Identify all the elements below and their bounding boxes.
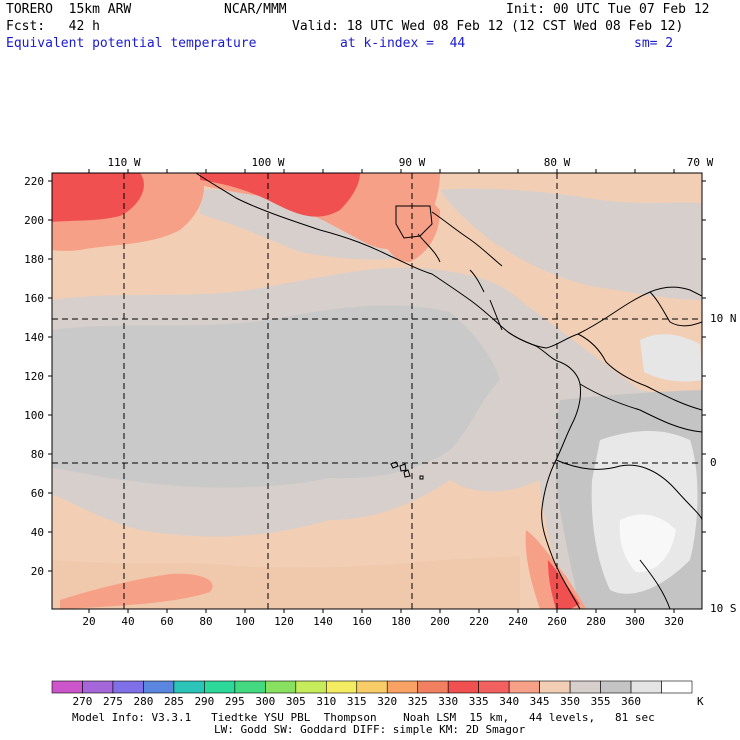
colorbar-label: 340 [499,695,520,708]
y-label: 120 [24,370,44,383]
colorbar-label: 325 [407,695,428,708]
x-label: 120 [274,615,294,628]
x-label: 240 [508,615,528,628]
equivalent-potential-temperature-field [52,173,702,609]
colorbar-label: 300 [255,695,276,708]
colorbar-label: 355 [590,695,611,708]
colorbar-label: 305 [285,695,306,708]
lon-label-100w: 100 W [251,156,285,169]
field-name: Equivalent potential temperature [6,36,257,51]
axis-ticks [48,169,706,613]
level-info: at k-index = 44 [340,36,466,51]
colorbar-label: 270 [72,695,93,708]
x-label: 140 [313,615,333,628]
init-time: Init: 00 UTC Tue 07 Feb 12 [506,2,710,17]
lat-label-10n: 10 N [710,312,737,325]
model-info-line2: LW: Godd SW: Goddard DIFF: simple KM: 2D… [214,723,526,736]
coastlines [195,173,702,609]
y-label: 160 [24,292,44,305]
lon-label-70w: 70 W [686,156,714,169]
colorbar-label: 350 [560,695,581,708]
x-label: 80 [199,615,213,628]
y-label: 60 [30,487,44,500]
y-label: 220 [24,175,44,188]
center-name: NCAR/MMM [224,2,287,17]
lon-label-110w: 110 W [107,156,141,169]
y-label: 140 [24,331,44,344]
model-name: TORERO 15km ARW [6,2,132,17]
x-label: 280 [586,615,606,628]
colorbar-label: 315 [346,695,367,708]
x-label: 40 [121,615,135,628]
graticule [52,173,702,609]
colorbar-label: 310 [316,695,337,708]
colorbar-label: 290 [194,695,215,708]
colorbar-label: 335 [468,695,489,708]
lon-label-90w: 90 W [398,156,426,169]
colorbar-label: 295 [224,695,245,708]
x-label: 180 [391,615,411,628]
y-label: 200 [24,214,44,227]
colorbar-label: 285 [163,695,184,708]
y-label: 40 [30,526,44,539]
colorbar-label: 320 [377,695,398,708]
x-label: 260 [547,615,567,628]
x-label: 200 [430,615,450,628]
lat-label-0: 0 [710,456,717,469]
smoothing-info: sm= 2 [634,36,674,51]
y-label: 20 [30,565,44,578]
x-label: 220 [469,615,489,628]
map-frame [51,172,703,610]
colorbar-label: 275 [103,695,123,708]
forecast-hour: Fcst: 42 h [6,19,100,34]
x-label: 60 [160,615,174,628]
x-label: 160 [352,615,372,628]
x-label: 300 [625,615,645,628]
y-label: 80 [30,448,44,461]
x-label: 20 [82,615,96,628]
y-label: 180 [24,253,44,266]
lon-label-80w: 80 W [543,156,571,169]
colorbar-label: 345 [529,695,550,708]
model-info-line1: Model Info: V3.3.1 Tiedtke YSU PBL Thomp… [72,711,655,724]
lat-label-10s: 10 S [710,602,737,615]
colorbar-unit: K [697,695,704,708]
y-label: 100 [24,409,44,422]
x-label: 320 [664,615,684,628]
x-label: 100 [235,615,255,628]
colorbar-label: 280 [133,695,154,708]
colorbar-label: 330 [438,695,459,708]
valid-time: Valid: 18 UTC Wed 08 Feb 12 (12 CST Wed … [292,19,684,34]
colorbar-label: 360 [621,695,641,708]
